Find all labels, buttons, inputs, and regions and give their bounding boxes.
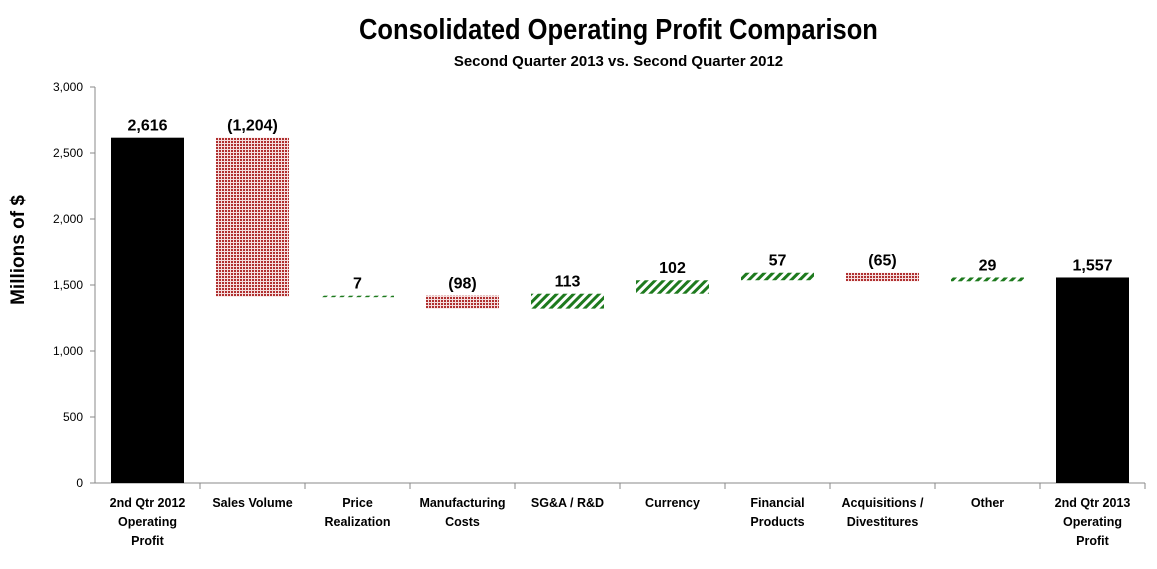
- data-label: 7: [353, 276, 362, 293]
- bar-increase: [741, 272, 814, 281]
- x-tick-label: 2nd Qtr 2012: [110, 496, 186, 510]
- x-tick-label: Realization: [325, 515, 391, 529]
- bar-total: [1056, 277, 1129, 483]
- x-tick-label: 2nd Qtr 2013: [1055, 496, 1131, 510]
- y-tick-label: 1,500: [53, 278, 83, 292]
- x-tick-label: Operating: [118, 515, 177, 529]
- data-label: 2,616: [127, 118, 167, 135]
- y-tick-label: 500: [63, 410, 83, 424]
- data-label: 102: [659, 260, 686, 277]
- y-tick-label: 0: [76, 476, 83, 490]
- x-tick-label: Manufacturing: [419, 496, 505, 510]
- data-label: 1,557: [1072, 257, 1112, 274]
- bar-decrease: [846, 272, 919, 282]
- x-tick-label: Costs: [445, 515, 480, 529]
- x-tick-label: Operating: [1063, 515, 1122, 529]
- x-tick-label: Acquisitions /: [842, 496, 924, 510]
- x-tick-label: Other: [971, 496, 1004, 510]
- x-tick-label: Financial: [750, 496, 804, 510]
- data-label: 57: [769, 253, 787, 270]
- data-label: (65): [868, 253, 896, 270]
- x-tick-label: Divestitures: [847, 515, 919, 529]
- y-tick-label: 2,500: [53, 146, 83, 160]
- bar-decrease: [426, 295, 499, 309]
- bar-increase: [951, 277, 1024, 282]
- bar-increase: [531, 293, 604, 309]
- y-tick-label: 2,000: [53, 212, 83, 226]
- x-tick-label: Sales Volume: [212, 496, 292, 510]
- y-axis-label: Millions of $: [8, 195, 29, 305]
- x-tick-label: Products: [750, 515, 804, 529]
- data-label: (1,204): [227, 118, 278, 135]
- data-label: 29: [979, 257, 997, 274]
- x-tick-label: Price: [342, 496, 373, 510]
- data-label: 113: [555, 274, 581, 291]
- bar-increase: [636, 280, 709, 294]
- y-tick-label: 3,000: [53, 80, 83, 94]
- x-tick-label: Profit: [131, 534, 164, 548]
- x-tick-label: SG&A / R&D: [531, 496, 604, 510]
- x-tick-label: Profit: [1076, 534, 1109, 548]
- x-tick-label: Currency: [645, 496, 700, 510]
- chart-title: Consolidated Operating Profit Comparison: [358, 14, 878, 46]
- bar-increase: [321, 295, 394, 298]
- y-tick-label: 1,000: [53, 344, 83, 358]
- data-label: (98): [448, 276, 476, 293]
- bar-total: [111, 137, 184, 484]
- chart-subtitle: Second Quarter 2013 vs. Second Quarter 2…: [453, 53, 784, 70]
- bar-decrease: [216, 137, 289, 297]
